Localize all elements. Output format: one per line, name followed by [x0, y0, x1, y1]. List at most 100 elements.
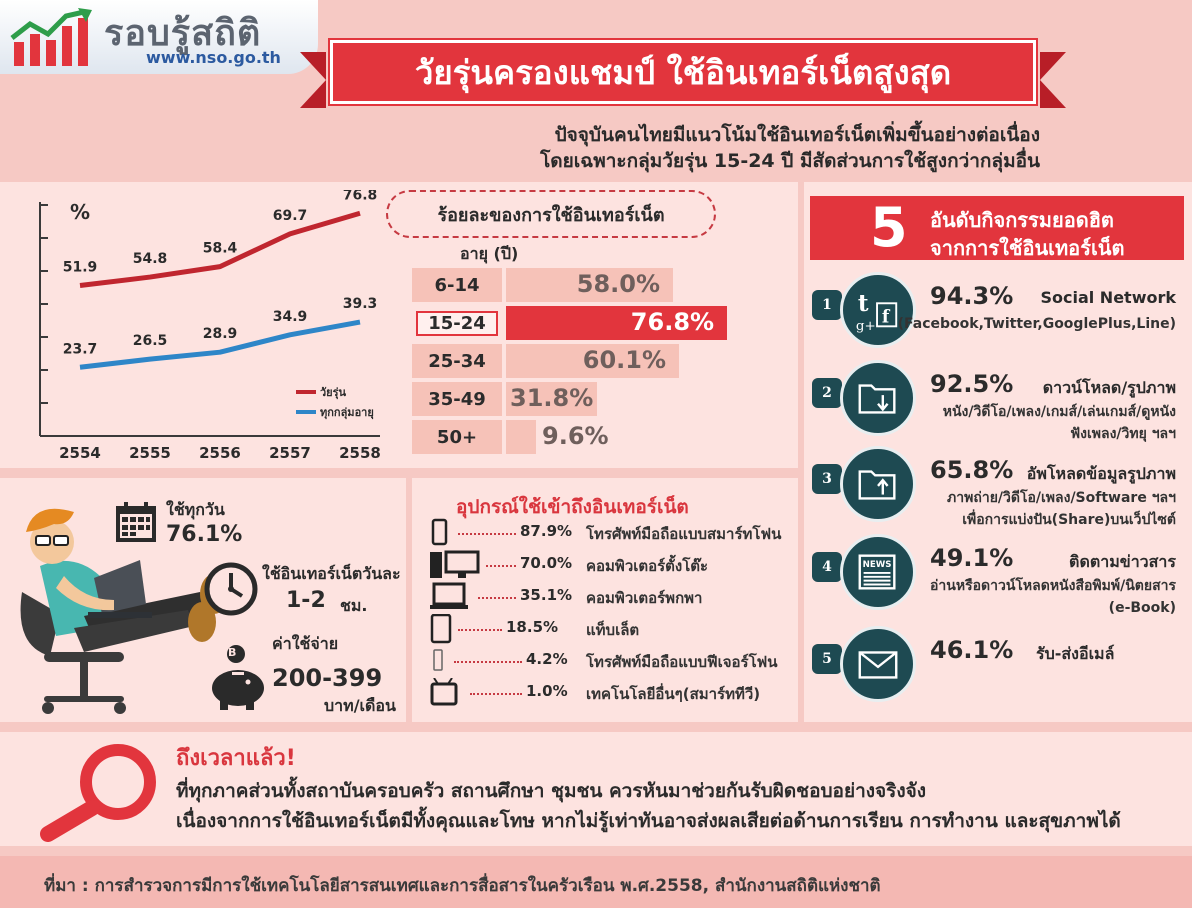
device-percent: 18.5%	[506, 618, 559, 636]
age-row: 50+ 9.6%	[412, 420, 792, 454]
magnifier-icon	[40, 744, 156, 842]
newspaper-icon: NEWS	[858, 554, 896, 590]
activity-description: ภาพถ่าย/วิดีโอ/เพลง/Software ฯลฯ	[947, 490, 1176, 506]
hours-value: 1-2	[286, 588, 326, 613]
activity-percent: 92.5%	[930, 370, 1014, 398]
age-label-text: 25-34	[428, 350, 486, 372]
device-row: 87.9% โทรศัพท์มือถือแบบสมาร์ทโฟน	[430, 518, 790, 548]
subtitle: ปัจจุบันคนไทยมีแนวโน้มใช้อินเทอร์เน็ตเพิ…	[380, 122, 1040, 174]
device-name: แท็บเล็ต	[586, 621, 640, 639]
clock-icon	[204, 562, 258, 616]
logo-chart-icon	[10, 8, 92, 66]
legend-label: ทุกกลุ่มอายุ	[320, 406, 374, 420]
x-tick-label: 2558	[339, 444, 381, 460]
activity-icon-circle	[840, 446, 916, 522]
daily-use-value: 76.1%	[166, 522, 243, 547]
svg-text:t: t	[858, 290, 869, 317]
feature-phone-icon	[433, 649, 443, 671]
tablet-icon	[430, 614, 452, 644]
activity-name: อัพโหลดข้อมูลรูปภาพ	[1026, 464, 1176, 483]
age-label: 15-24	[412, 306, 502, 340]
activity-icon-circle	[840, 360, 916, 436]
cost-unit: บาท/เดือน	[324, 696, 396, 715]
x-tick-label: 2557	[269, 444, 311, 460]
device-percent: 87.9%	[520, 522, 573, 540]
activity-icon-circle	[840, 626, 916, 702]
leader-line	[486, 565, 516, 567]
svg-text:f: f	[882, 307, 891, 327]
age-bar-value: 31.8%	[510, 384, 594, 412]
activity-percent: 94.3%	[930, 282, 1014, 310]
leader-line	[470, 693, 522, 695]
envelope-icon	[858, 651, 898, 679]
calendar-icon	[116, 502, 156, 542]
age-bar	[506, 268, 673, 302]
x-tick-label: 2556	[199, 444, 241, 460]
line-chart: 2554 2555 2556 2557 2558 51.9 54.8 58.4 69.7 76.8…	[39, 190, 381, 460]
activity-description: เพื่อการแบ่งปัน(Share)บนเว็ปไซต์	[962, 512, 1176, 528]
smartphone-icon	[431, 518, 448, 546]
device-name: คอมพิวเตอร์พกพา	[586, 589, 703, 607]
warning-line-1: ที่ทุกภาคส่วนทั้งสถาบันครอบครัว สถานศึกษ…	[176, 780, 927, 802]
laptop-icon	[430, 582, 468, 609]
activity-name: ดาวน์โหลด/รูปภาพ	[1042, 378, 1176, 397]
age-label: 50+	[412, 420, 502, 454]
tv-icon	[430, 678, 458, 706]
activity-percent: 49.1%	[930, 544, 1014, 572]
age-bar-value: 58.0%	[576, 270, 661, 298]
data-label: 34.9	[273, 309, 308, 325]
y-axis-label: %	[70, 200, 91, 224]
activity-icon-circle: t f g+	[840, 272, 916, 348]
activity-description: หนัง/วิดีโอ/เพลง/เกมส์/เล่นเกมส์/ดูหนัง	[942, 404, 1176, 420]
activity-percent: 46.1%	[930, 636, 1014, 664]
series-line-0	[79, 210, 361, 288]
daily-use-label: ใช้ทุกวัน	[166, 500, 225, 519]
data-label: 26.5	[133, 333, 168, 349]
ribbon-tail-left	[300, 52, 326, 108]
data-label: 39.3	[343, 296, 378, 312]
device-percent: 4.2%	[526, 650, 568, 668]
data-label: 54.8	[133, 251, 168, 267]
data-label: 58.4	[203, 241, 238, 257]
rank-tab: 1	[812, 290, 842, 320]
desktop-icon	[430, 550, 480, 578]
page-title: วัยรุ่นครองแชมป์ ใช้อินเทอร์เน็ตสูงสุด	[328, 38, 1038, 106]
source-text: ที่มา : การสำรวจการมีการใช้เทคโนโลยีสารส…	[44, 876, 881, 896]
devices-panel	[412, 478, 798, 722]
rank-tab: 4	[812, 552, 842, 582]
data-label: 51.9	[63, 259, 98, 275]
device-row: 70.0% คอมพิวเตอร์ตั้งโต๊ะ	[430, 550, 790, 580]
age-label-text: 35-49	[428, 388, 486, 410]
activity-description: อ่านหรือดาวน์โหลดหนังสือพิมพ์/นิตยสาร	[930, 578, 1176, 594]
activity-name: Social Network	[1040, 288, 1176, 307]
age-chart-title: ร้อยละของการใช้อินเทอร์เน็ต	[386, 190, 716, 238]
device-row: 18.5% แท็บเล็ต	[430, 614, 790, 644]
data-label: 76.8	[343, 190, 378, 203]
activities-header	[810, 196, 1184, 260]
hours-label: ใช้อินเทอร์เน็ตวันละ	[262, 564, 401, 583]
upload-folder-icon	[858, 470, 896, 500]
logo-url[interactable]: www.nso.go.th	[146, 48, 281, 67]
age-axis-label: อายุ (ปี)	[460, 244, 519, 263]
warning-panel	[0, 732, 1192, 846]
activities-title-line-2: จากการใช้อินเทอร์เน็ต	[930, 236, 1125, 260]
activity-icon-circle: NEWS	[840, 534, 916, 610]
legend-label: วัยรุ่น	[320, 386, 347, 400]
device-row: 35.1% คอมพิวเตอร์พกพา	[430, 582, 790, 612]
svg-text:NEWS: NEWS	[863, 560, 892, 570]
age-row: 6-14 58.0%	[412, 268, 792, 302]
ribbon-tail-right	[1040, 52, 1066, 108]
rank-tab: 5	[812, 644, 842, 674]
device-percent: 1.0%	[526, 682, 568, 700]
leader-line	[458, 533, 516, 535]
rank-tab: 3	[812, 464, 842, 494]
social-network-icon: tf g+	[856, 290, 898, 334]
age-label-text: 50+	[436, 426, 478, 448]
activity-percent: 65.8%	[930, 456, 1014, 484]
warning-line-2: เนื่องจากการใช้อินเทอร์เน็ตมีทั้งคุณและโ…	[176, 810, 1121, 832]
x-tick-label: 2554	[59, 444, 101, 460]
person-laptop-illustration	[20, 508, 228, 714]
cost-value: 200-399	[272, 664, 383, 692]
device-name: โทรศัพท์มือถือแบบสมาร์ทโฟน	[586, 525, 782, 543]
rank-tab: 2	[812, 378, 842, 408]
